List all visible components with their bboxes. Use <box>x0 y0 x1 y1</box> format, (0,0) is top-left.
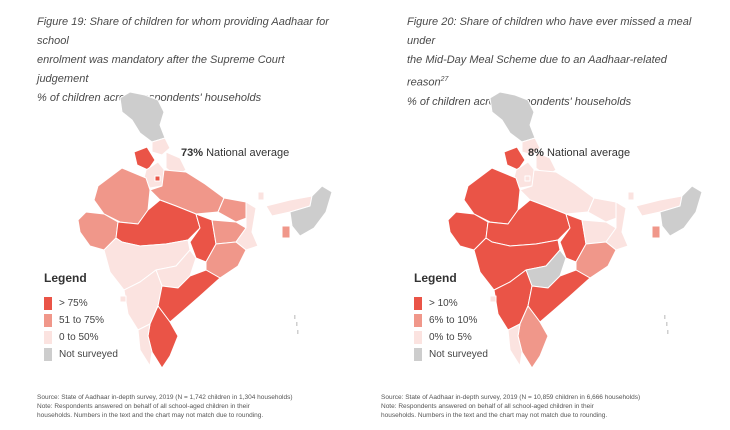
island-mark <box>667 330 669 334</box>
state-region-wb <box>605 201 629 251</box>
state-region-goa <box>119 295 127 303</box>
legend-item: 0 to 50% <box>44 329 118 345</box>
india-choropleth-map <box>447 91 703 369</box>
figure-19-panel: Figure 19: Share of children for whom pr… <box>0 0 345 430</box>
state-region-wb <box>235 201 259 251</box>
state-region-bh <box>587 197 623 223</box>
legend-swatch <box>414 347 422 361</box>
footnote-marker: 27 <box>440 76 449 83</box>
legend-item: > 75% <box>44 295 118 311</box>
source-line-1: Source: State of Aadhaar in-depth survey… <box>37 394 293 401</box>
legend-swatch <box>414 296 422 310</box>
state-region-jk <box>489 91 536 143</box>
map-legend: Legend > 75% 51 to 75% 0 to 50% Not surveye… <box>44 271 118 363</box>
figure-20-caption: Figure 20: Share of children who have ev… <box>407 13 707 112</box>
island-mark <box>297 330 299 334</box>
legend-item: Not surveyed <box>44 346 118 362</box>
national-average-label: 8% National average <box>528 147 630 159</box>
state-region-ne <box>659 185 703 237</box>
state-region-dl <box>154 175 161 182</box>
legend-swatch <box>414 313 422 327</box>
source-note: Source: State of Aadhaar in-depth survey… <box>381 393 701 420</box>
legend-label: 0% to 5% <box>429 331 472 343</box>
legend-item: 51 to 75% <box>44 312 118 328</box>
state-region-sk <box>257 191 265 201</box>
legend-label: 51 to 75% <box>59 314 105 326</box>
map-legend: Legend > 10% 6% to 10% 0% to 5% Not surveye… <box>414 271 488 363</box>
state-region-ne <box>289 185 333 237</box>
caption-line-1: Figure 20: Share of children who have ev… <box>407 16 692 47</box>
national-average-text: National average <box>206 147 290 159</box>
national-average-value: 8% <box>528 147 544 159</box>
legend-label: Not surveyed <box>429 348 488 360</box>
source-line-1: Source: State of Aadhaar in-depth survey… <box>381 394 641 401</box>
legend-swatch <box>44 296 52 310</box>
source-line-3: households. Numbers in the text and the … <box>37 412 264 419</box>
legend-item: 0% to 5% <box>414 329 488 345</box>
island-mark <box>294 315 296 319</box>
legend-label: > 10% <box>429 297 458 309</box>
legend-title: Legend <box>414 271 457 285</box>
legend-item: Not surveyed <box>414 346 488 362</box>
island-mark <box>296 322 298 326</box>
legend-item: 6% to 10% <box>414 312 488 328</box>
legend-swatch <box>414 330 422 344</box>
state-region-dl <box>524 175 531 182</box>
legend-swatch <box>44 313 52 327</box>
state-region-jk <box>119 91 166 143</box>
legend-label: 0 to 50% <box>59 331 99 343</box>
state-region-kl <box>137 323 153 367</box>
island-mark <box>666 322 668 326</box>
state-region-pb <box>503 146 526 171</box>
legend-title: Legend <box>44 271 87 285</box>
caption-line-2: enrolment was mandatory after the Suprem… <box>37 54 285 85</box>
state-region-tr <box>281 225 291 239</box>
legend-label: Not surveyed <box>59 348 118 360</box>
national-average-label: 73% National average <box>181 147 289 159</box>
state-region-tr <box>651 225 661 239</box>
state-region-bh <box>217 197 253 223</box>
source-line-3: households. Numbers in the text and the … <box>381 412 608 419</box>
state-region-sk <box>627 191 635 201</box>
legend-swatch <box>44 330 52 344</box>
caption-line-2-text: the Mid-Day Meal Scheme due to an Aadhaa… <box>407 54 667 89</box>
state-region-pb <box>133 146 156 171</box>
legend-label: 6% to 10% <box>429 314 478 326</box>
island-mark <box>664 315 666 319</box>
national-average-value: 73% <box>181 147 204 159</box>
state-region-goa <box>489 295 497 303</box>
source-line-2: Note: Respondents answered on behalf of … <box>37 403 250 410</box>
source-note: Source: State of Aadhaar in-depth survey… <box>37 393 357 420</box>
source-line-2: Note: Respondents answered on behalf of … <box>381 403 594 410</box>
state-region-od <box>575 241 617 279</box>
state-region-kl <box>507 323 523 367</box>
figure-20-panel: Figure 20: Share of children who have ev… <box>370 0 715 430</box>
state-region-od <box>205 241 247 279</box>
caption-line-2: the Mid-Day Meal Scheme due to an Aadhaa… <box>407 51 707 93</box>
india-choropleth-map <box>77 91 333 369</box>
caption-line-1: Figure 19: Share of children for whom pr… <box>37 16 329 47</box>
figure-19-caption: Figure 19: Share of children for whom pr… <box>37 13 337 108</box>
legend-item: > 10% <box>414 295 488 311</box>
legend-swatch <box>44 347 52 361</box>
national-average-text: National average <box>546 147 631 159</box>
legend-label: > 75% <box>59 297 88 309</box>
